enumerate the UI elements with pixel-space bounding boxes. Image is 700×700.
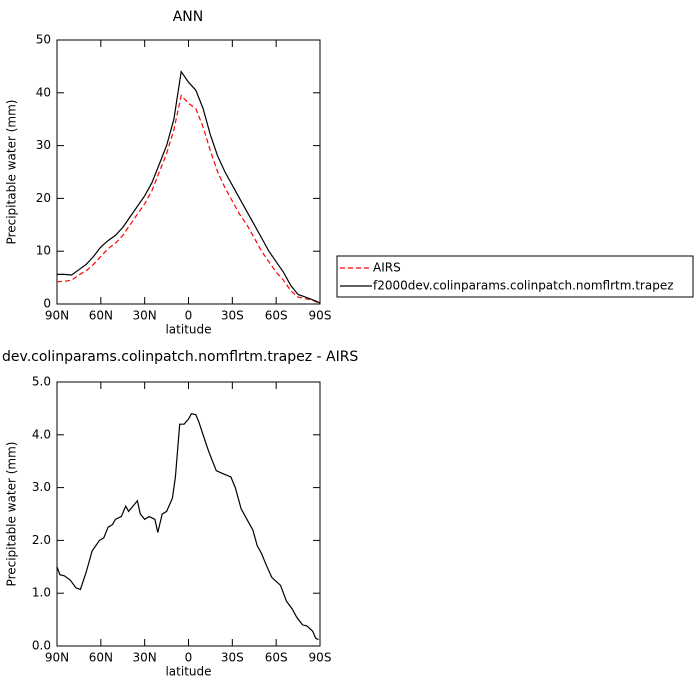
- y-axis-label: Precipitable water (mm): [5, 442, 19, 587]
- x-tick-label: 30S: [221, 651, 244, 665]
- x-tick-label: 90S: [309, 309, 332, 323]
- data-line: [56, 94, 321, 305]
- data-line: [57, 70, 321, 304]
- x-tick-label: 0: [185, 651, 193, 665]
- chart-title: ANN: [173, 9, 204, 25]
- y-tick-label: 5.0: [32, 375, 51, 389]
- y-tick-label: 4.0: [32, 427, 51, 441]
- y-tick-label: 20: [36, 191, 51, 205]
- y-axis-label: Precipitable water (mm): [5, 100, 19, 245]
- x-tick-label: 90S: [309, 651, 332, 665]
- chart-title: dev.colinparams.colinpatch.nomflrtm.trap…: [2, 349, 358, 365]
- legend-label: AIRS: [373, 261, 401, 275]
- x-tick-label: 0: [185, 309, 193, 323]
- x-tick-label: 60S: [265, 651, 288, 665]
- x-axis-label: latitude: [165, 665, 211, 679]
- legend-label: f2000dev.colinparams.colinpatch.nomflrtm…: [373, 279, 674, 293]
- plot-frame: [56, 39, 321, 305]
- y-tick-label: 1.0: [32, 586, 51, 600]
- x-tick-label: 60N: [89, 651, 113, 665]
- y-tick-label: 2.0: [32, 533, 51, 547]
- x-tick-label: 60N: [89, 309, 113, 323]
- y-tick-label: 50: [36, 33, 51, 47]
- y-tick-label: 40: [36, 85, 51, 99]
- x-tick-label: 90N: [45, 651, 69, 665]
- x-axis-label: latitude: [165, 323, 211, 337]
- x-tick-label: 30N: [133, 651, 157, 665]
- legend-box: [336, 255, 694, 298]
- y-tick-label: 0: [43, 297, 51, 311]
- x-tick-label: 60S: [265, 309, 288, 323]
- y-tick-label: 3.0: [32, 480, 51, 494]
- y-tick-label: 10: [36, 244, 51, 258]
- y-tick-label: 30: [36, 138, 51, 152]
- x-tick-label: 90N: [45, 309, 69, 323]
- data-line: [56, 413, 319, 641]
- x-tick-label: 30N: [133, 309, 157, 323]
- y-tick-label: 0.0: [32, 639, 51, 653]
- plot-frame: [56, 381, 321, 647]
- x-tick-label: 30S: [221, 309, 244, 323]
